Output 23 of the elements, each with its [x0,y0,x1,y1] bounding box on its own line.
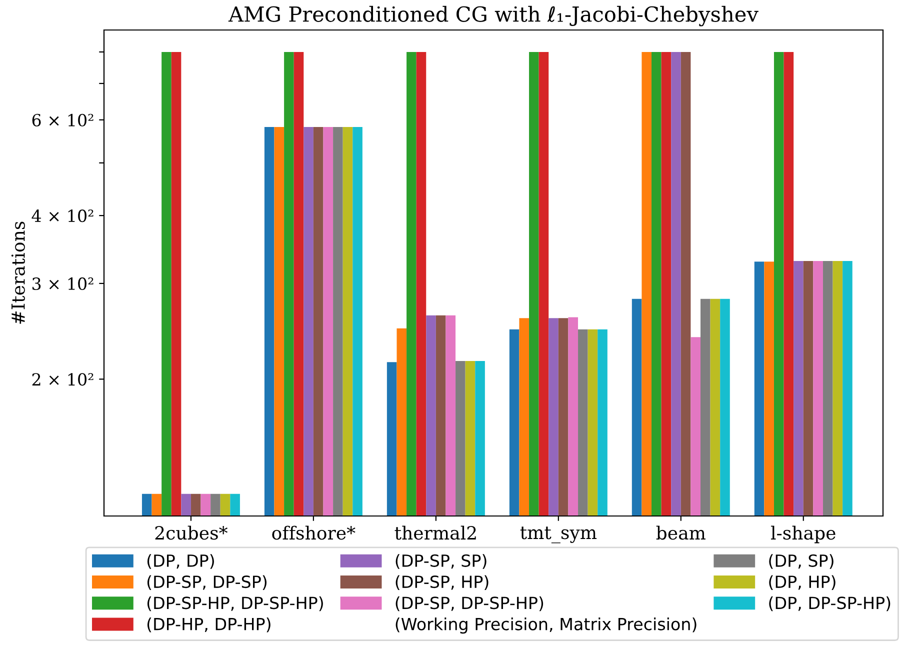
legend-label: (DP-SP, SP) [396,554,486,569]
legend-title: (Working Precision, Matrix Precision) [396,617,696,634]
y-tick-label: 4 × 10² [32,210,94,222]
x-tick-label: tmt_sym [520,526,597,544]
legend-label: (DP, HP) [769,575,836,590]
legend-label: (DP-SP-HP, DP-SP-HP) [147,596,323,612]
y-tick-label: 6 × 10² [32,114,94,126]
legend-label: (DP, DP) [147,554,214,569]
legend-label: (DP-SP, DP-SP) [147,575,266,590]
y-tick-label: 2 × 10² [32,373,94,386]
y-tick-label: 3 × 10² [32,277,94,290]
x-tick-label: beam [656,526,706,540]
x-tick-label: 2cubes* [155,526,228,540]
legend-label: (DP, SP) [769,554,834,569]
legend-label: (DP-SP, HP) [396,575,488,590]
legend-label: (DP-SP, DP-SP-HP) [396,596,544,612]
x-tick-label: l-shape [771,526,836,544]
legend-label: (DP, DP-SP-HP) [769,596,890,612]
x-tick-label: thermal2 [394,526,476,540]
y-axis-title: #Iterations [11,222,25,324]
chart-title: AMG Preconditioned CG with ℓ₁-Jacobi-Chebyshev [228,6,758,26]
legend-label: (DP-HP, DP-HP) [147,617,270,632]
x-tick-label: offshore* [272,526,356,540]
